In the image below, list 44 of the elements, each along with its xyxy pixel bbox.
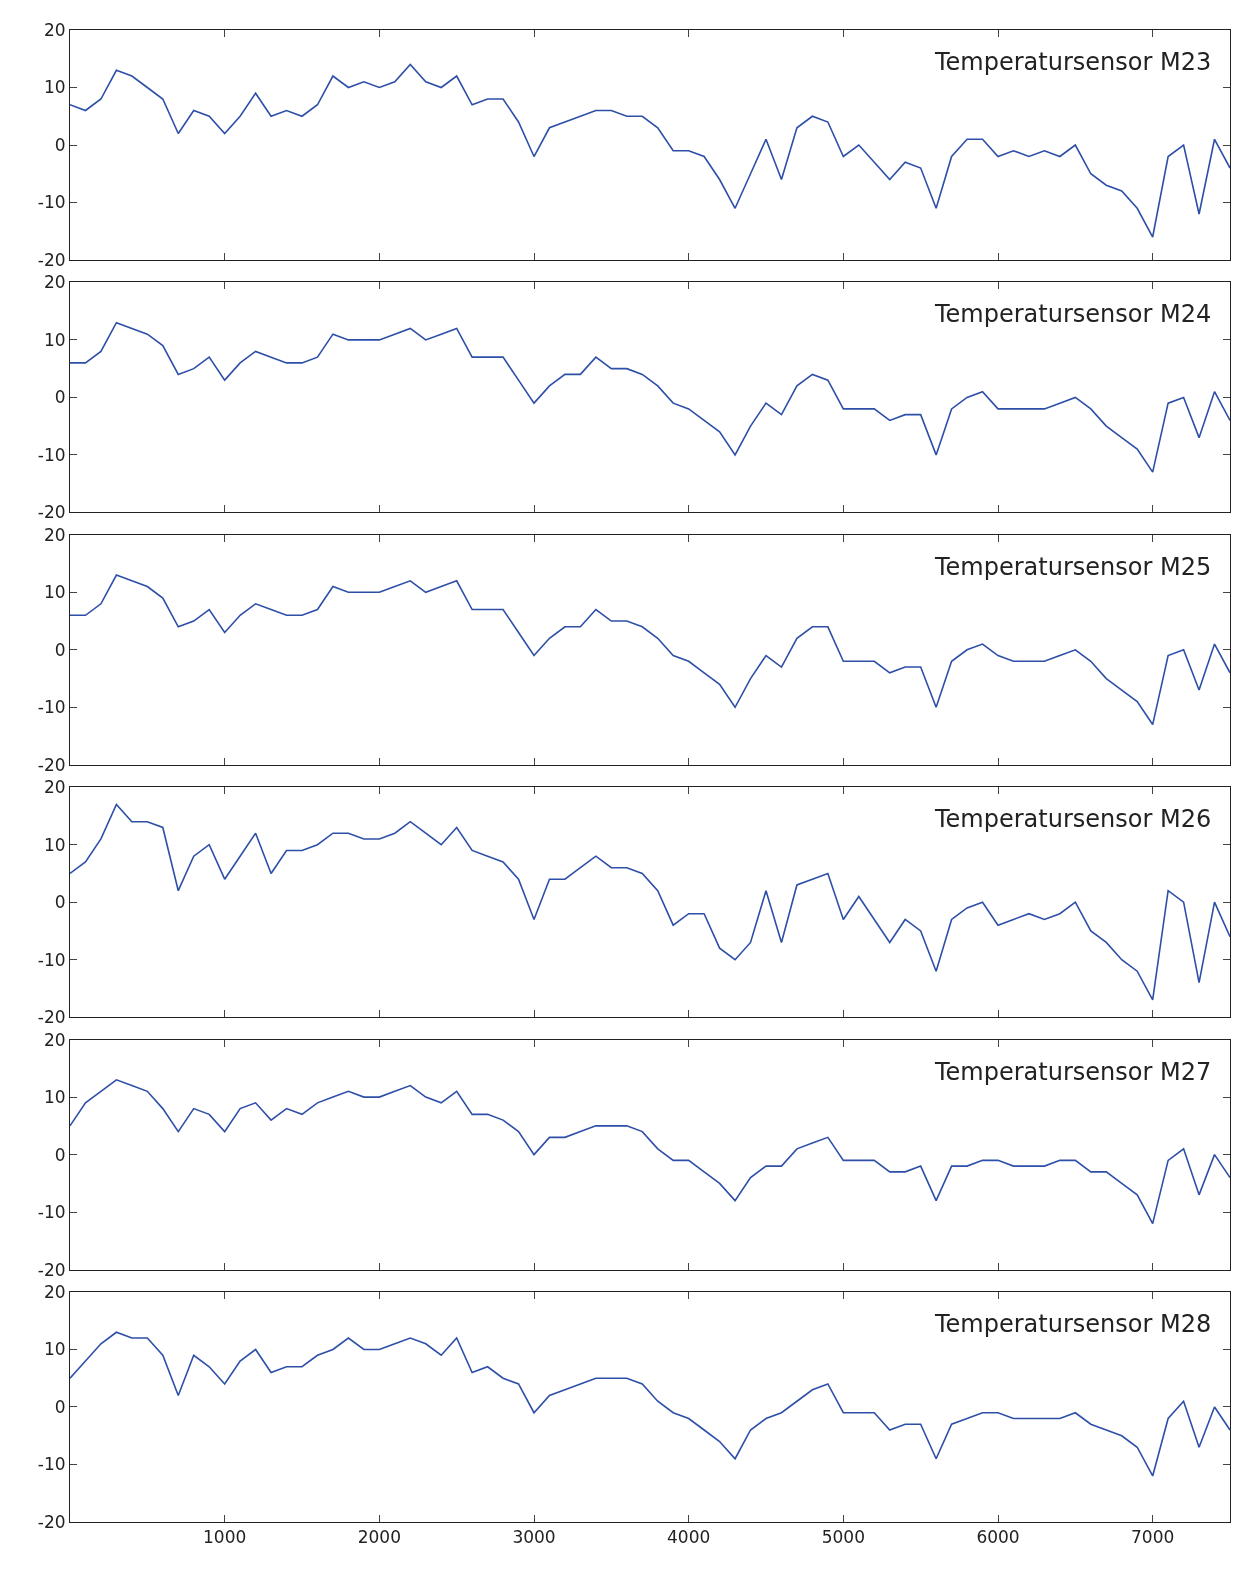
y-tick-label: 20	[43, 524, 66, 545]
text: Temperatursensor M23	[934, 48, 1212, 76]
y-tick-label: -20	[37, 502, 66, 523]
y-tick-label: -10	[37, 697, 66, 718]
y-tick-label: -20	[37, 249, 66, 270]
text: Temperatursensor M28	[934, 1310, 1212, 1338]
y-tick-label: 10	[43, 582, 66, 603]
y-tick-label: 0	[54, 387, 66, 408]
y-tick-label: -10	[37, 949, 66, 970]
text: Temperatursensor M25	[934, 553, 1212, 581]
x-tick-label: 5000	[821, 1527, 865, 1548]
text: Temperatursensor M24	[934, 300, 1212, 328]
y-tick-label: -10	[37, 1454, 66, 1475]
y-tick-label: -20	[37, 1511, 66, 1532]
y-tick-label: 10	[43, 1087, 66, 1108]
y-tick-label: 20	[43, 272, 66, 293]
y-tick-label: 10	[43, 329, 66, 350]
x-tick-label: 7000	[1131, 1527, 1175, 1548]
y-tick-label: 10	[43, 834, 66, 855]
text: Temperatursensor M27	[934, 1058, 1212, 1086]
x-tick-label: 2000	[357, 1527, 401, 1548]
y-tick-label: -10	[37, 192, 66, 213]
y-tick-label: -10	[37, 1202, 66, 1223]
y-tick-label: 0	[54, 639, 66, 660]
x-tick-label: 1000	[203, 1527, 247, 1548]
y-tick-label: 0	[54, 1144, 66, 1165]
y-tick-label: 20	[43, 1029, 66, 1050]
y-tick-label: 20	[43, 1281, 66, 1302]
y-tick-label: 0	[54, 892, 66, 913]
y-tick-label: 20	[43, 19, 66, 40]
y-tick-label: -20	[37, 1259, 66, 1280]
line-series	[70, 803, 1230, 1001]
y-tick-label: 10	[43, 1339, 66, 1360]
x-tick-label: 3000	[512, 1527, 556, 1548]
y-tick-label: 10	[43, 77, 66, 98]
y-tick-label: 0	[54, 1396, 66, 1417]
y-tick-label: -20	[37, 754, 66, 775]
x-tick-label: 4000	[667, 1527, 711, 1548]
text: Temperatursensor M26	[934, 805, 1212, 833]
y-tick-label: -20	[37, 1007, 66, 1028]
y-tick-label: 0	[54, 134, 66, 155]
x-tick-label: 6000	[976, 1527, 1020, 1548]
y-tick-label: 20	[43, 777, 66, 798]
y-tick-label: -10	[37, 444, 66, 465]
